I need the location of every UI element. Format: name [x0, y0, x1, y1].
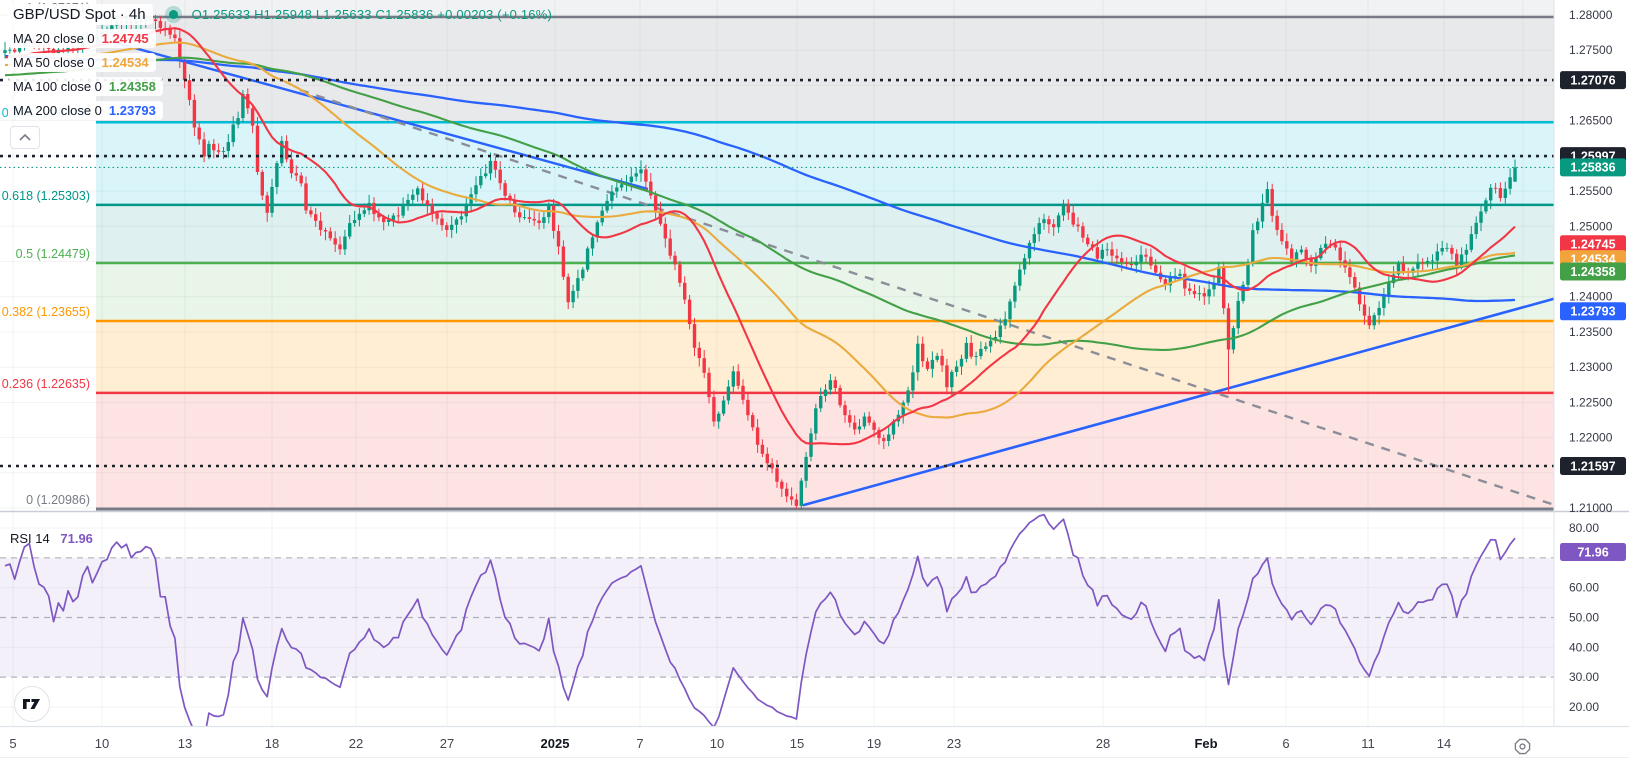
fib-label: 0.236 (1.22635) — [1, 376, 90, 391]
ma-legend-row[interactable]: MA 200 close 0 1.23793 — [8, 100, 552, 120]
svg-text:10: 10 — [710, 736, 724, 751]
svg-text:1.23500: 1.23500 — [1569, 325, 1613, 339]
svg-text:22: 22 — [349, 736, 363, 751]
legend: GBP/USD Spot · 4h O1.25633 H1.25948 L1.2… — [8, 4, 552, 124]
time-axis[interactable] — [0, 726, 1629, 761]
symbol-row[interactable]: GBP/USD Spot · 4h O1.25633 H1.25948 L1.2… — [8, 4, 552, 25]
dotted-price-levels[interactable] — [0, 78, 1554, 468]
ma-value: 1.23793 — [108, 102, 156, 118]
ma-legend-row[interactable]: MA 100 close 0 1.24358 — [8, 76, 552, 96]
trendlines[interactable] — [111, 40, 1554, 507]
svg-text:11: 11 — [1361, 736, 1375, 751]
symbol-title: GBP/USD Spot · 4h — [13, 6, 146, 23]
svg-text:27: 27 — [440, 736, 454, 751]
svg-text:1.23793: 1.23793 — [1570, 305, 1615, 319]
fib-label: 0.618 (1.25303) — [1, 188, 90, 203]
svg-text:6: 6 — [1282, 736, 1289, 751]
ma-20-line[interactable] — [4, 27, 1516, 446]
ma-label: MA 50 close 0 — [13, 54, 95, 70]
ma-value: 1.24358 — [108, 78, 156, 94]
price-axis[interactable] — [1554, 0, 1629, 726]
rsi-indicator-row[interactable]: RSI 14 71.96 — [10, 531, 93, 546]
svg-text:1.21000: 1.21000 — [1569, 501, 1613, 515]
svg-text:1.27500: 1.27500 — [1569, 43, 1613, 57]
time-axis-labels: 5 10 13 18 22 27 2025 7 10 15 19 23 28 Feb 6 11 14 — [9, 736, 1451, 751]
svg-text:2025: 2025 — [541, 736, 570, 751]
ma-50-line[interactable] — [4, 41, 1516, 419]
svg-text:1.28000: 1.28000 — [1569, 8, 1613, 22]
svg-text:1.25500: 1.25500 — [1569, 184, 1613, 198]
svg-text:18: 18 — [265, 736, 279, 751]
market-status-dot-icon — [168, 10, 178, 19]
svg-text:15: 15 — [790, 736, 804, 751]
fib-label: 0.5 (1.24479) — [15, 246, 90, 261]
chevron-up-icon — [19, 133, 31, 141]
svg-text:71.96: 71.96 — [1577, 545, 1608, 559]
ma-label: MA 20 close 0 — [13, 30, 95, 46]
svg-text:5: 5 — [9, 736, 16, 751]
svg-text:1.27076: 1.27076 — [1570, 73, 1615, 87]
svg-text:60.00: 60.00 — [1569, 581, 1599, 595]
svg-text:1.24745: 1.24745 — [1570, 238, 1615, 252]
timezone-settings-gear-icon[interactable] — [1512, 736, 1532, 756]
fib-label: 0 (1.20986) — [26, 492, 90, 507]
svg-text:1.24000: 1.24000 — [1569, 290, 1613, 304]
ma-value: 1.24534 — [101, 54, 149, 70]
svg-text:40.00: 40.00 — [1569, 640, 1599, 654]
rsi-value: 71.96 — [60, 531, 93, 546]
price-axis-labels: 1.28000 1.27500 1.26500 1.25500 1.25000 1.240… — [1569, 8, 1613, 714]
candles — [3, 12, 1517, 510]
svg-text:1.25836: 1.25836 — [1570, 161, 1615, 175]
ma-legend-row[interactable]: MA 20 close 0 1.24745 — [8, 28, 552, 48]
ma-legend-rows: MA 20 close 0 1.24745 MA 50 close 0 1.24534… — [8, 28, 552, 120]
svg-text:Feb: Feb — [1194, 736, 1217, 751]
gear-icon — [1514, 738, 1530, 754]
tradingview-logo-icon — [23, 699, 40, 709]
svg-text:13: 13 — [178, 736, 192, 751]
svg-text:1.21597: 1.21597 — [1570, 459, 1615, 473]
svg-text:28: 28 — [1096, 736, 1110, 751]
tradingview-logo[interactable] — [14, 686, 50, 722]
ma-label: MA 100 close 0 — [13, 78, 102, 94]
fib-bands — [96, 0, 1554, 509]
svg-text:1.25000: 1.25000 — [1569, 219, 1613, 233]
price-axis-badges: 1.270761.259971.258361.247451.245341.243… — [1560, 71, 1626, 561]
svg-text:19: 19 — [867, 736, 881, 751]
fib-label: 0.382 (1.23655) — [1, 305, 90, 320]
svg-text:1.22500: 1.22500 — [1569, 395, 1613, 409]
svg-text:1.26500: 1.26500 — [1569, 114, 1613, 128]
svg-text:50.00: 50.00 — [1569, 611, 1599, 625]
rsi-label: RSI 14 — [10, 531, 50, 546]
ma-legend-row[interactable]: MA 50 close 0 1.24534 — [8, 52, 552, 72]
collapse-legend-button[interactable] — [10, 126, 40, 149]
svg-text:30.00: 30.00 — [1569, 670, 1599, 684]
svg-text:1.23000: 1.23000 — [1569, 360, 1613, 374]
ma-value: 1.24745 — [101, 30, 149, 46]
svg-text:10: 10 — [95, 736, 109, 751]
svg-text:7: 7 — [636, 736, 643, 751]
rsi-line — [4, 513, 1516, 726]
svg-text:20.00: 20.00 — [1569, 700, 1599, 714]
svg-text:14: 14 — [1437, 736, 1451, 751]
ohlc-values: O1.25633 H1.25948 L1.25633 C1.25836 +0.0… — [191, 7, 553, 22]
svg-text:1.22000: 1.22000 — [1569, 431, 1613, 445]
svg-text:23: 23 — [947, 736, 961, 751]
ma-label: MA 200 close 0 — [13, 102, 102, 118]
svg-text:1.24358: 1.24358 — [1570, 265, 1615, 279]
svg-text:80.00: 80.00 — [1569, 521, 1599, 535]
rsi-pane — [0, 513, 1554, 726]
